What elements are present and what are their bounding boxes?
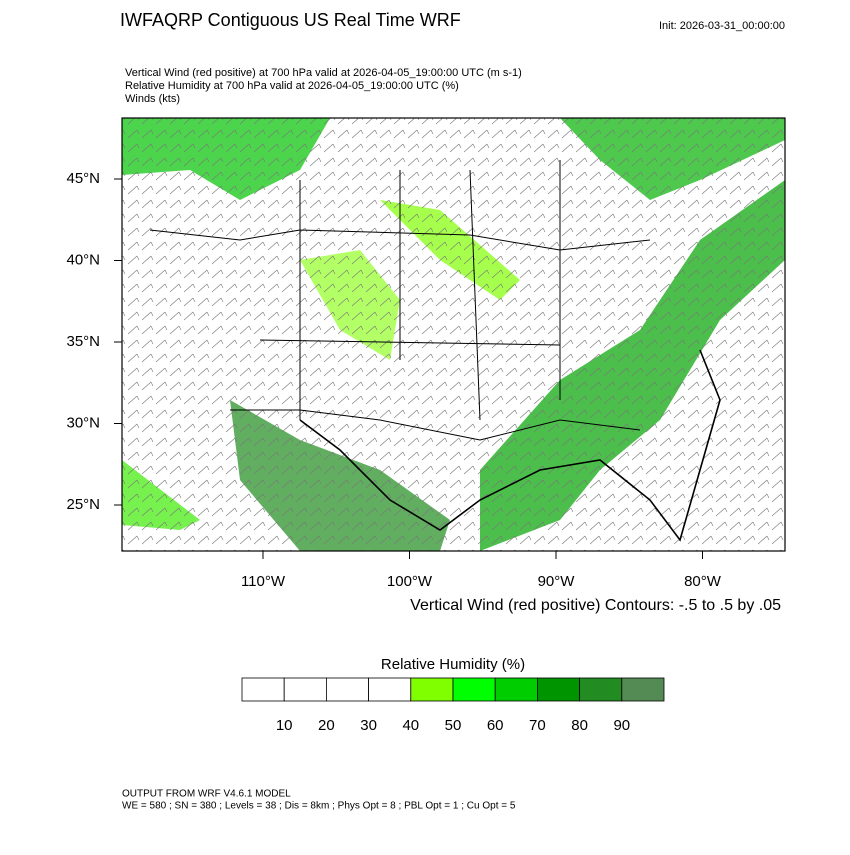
colorbar-label: 90 — [613, 717, 630, 734]
colorbar-box — [283, 677, 327, 702]
lon-tick-label: 110°W — [241, 573, 286, 590]
contour-note: Vertical Wind (red positive) Contours: -… — [410, 597, 781, 614]
footer: WE = 580 ; SN = 380 ; Levels = 38 ; Dis … — [122, 801, 516, 812]
lon-tick-label: 100°W — [387, 573, 433, 590]
colorbar-label: 10 — [276, 717, 293, 734]
colorbar-box — [325, 677, 369, 702]
colorbar-box — [452, 677, 496, 702]
colorbar-label: 20 — [318, 717, 335, 734]
colorbar-label: 50 — [445, 717, 462, 734]
lat-tick-label: 30°N — [66, 414, 100, 431]
map — [121, 117, 786, 552]
colorbar-box — [494, 677, 538, 702]
colorbar-box — [537, 677, 581, 702]
map-ticks: 45°N 40°N 35°N 30°N 25°N 110°W 100°W 90°W 80°W — [66, 170, 721, 590]
colorbar-box — [410, 677, 454, 702]
subtitle: Winds (kts) — [125, 93, 180, 105]
subtitle: Vertical Wind (red positive) at 700 hPa … — [125, 67, 522, 79]
lat-tick-label: 35°N — [66, 333, 100, 350]
lon-tick-label: 80°W — [684, 573, 722, 590]
colorbar-box — [579, 677, 623, 702]
colorbar: 10 20 30 40 50 60 70 80 90 — [241, 677, 665, 734]
lon-tick-label: 90°W — [538, 573, 576, 590]
colorbar-label: 30 — [360, 717, 377, 734]
title: IWFAQRP Contiguous US Real Time WRF — [120, 10, 461, 30]
lat-tick-label: 40°N — [66, 251, 100, 268]
colorbar-label: 40 — [402, 717, 419, 734]
colorbar-box — [368, 677, 412, 702]
colorbar-title: Relative Humidity (%) — [381, 656, 525, 673]
subtitle: Relative Humidity at 700 hPa valid at 20… — [125, 80, 459, 92]
colorbar-box — [621, 677, 665, 702]
lat-tick-label: 45°N — [66, 170, 100, 187]
colorbar-label: 70 — [529, 717, 546, 734]
footer: OUTPUT FROM WRF V4.6.1 MODEL — [122, 789, 291, 800]
colorbar-label: 80 — [571, 717, 588, 734]
init-time: Init: 2026-03-31_00:00:00 — [659, 20, 785, 32]
colorbar-label: 60 — [487, 717, 504, 734]
lat-tick-label: 25°N — [66, 496, 100, 513]
colorbar-box — [241, 677, 285, 702]
